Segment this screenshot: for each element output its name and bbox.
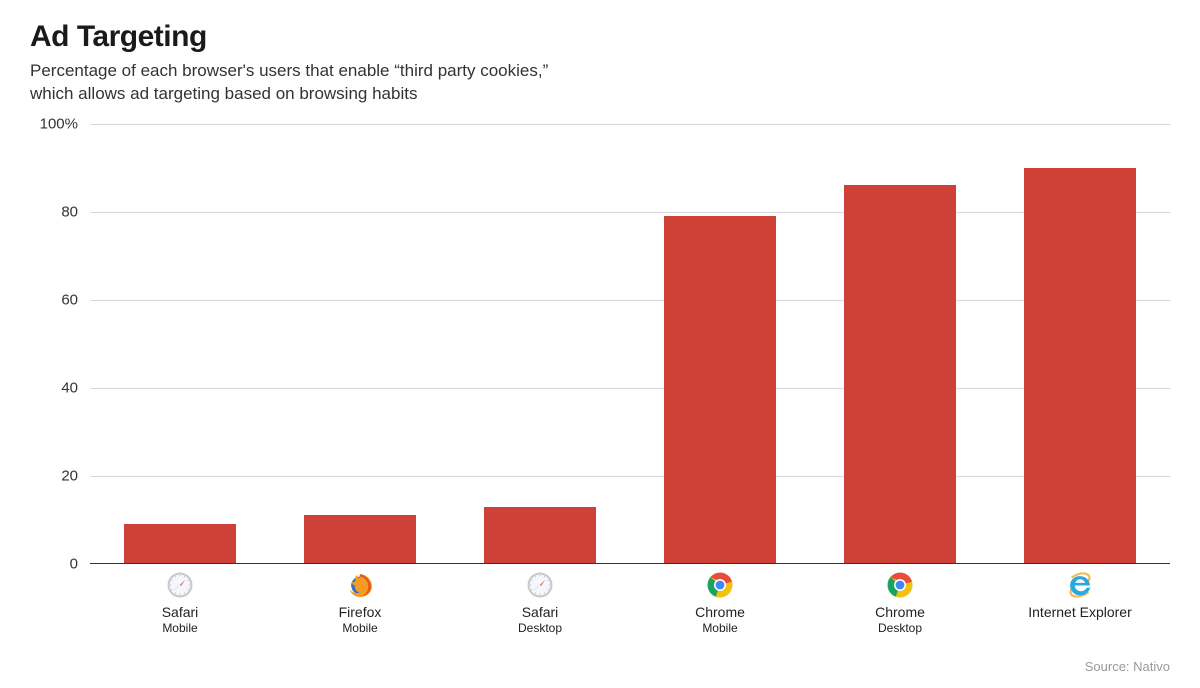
bar-slot bbox=[450, 124, 630, 564]
bar bbox=[664, 216, 776, 564]
x-tick: ChromeDesktop bbox=[810, 572, 990, 635]
safari-icon bbox=[90, 572, 270, 598]
bar bbox=[124, 524, 236, 564]
x-tick-platform: Desktop bbox=[810, 621, 990, 635]
bars-container bbox=[90, 124, 1170, 564]
subtitle-line-1: Percentage of each browser's users that … bbox=[30, 61, 548, 80]
x-axis: SafariMobile FirefoxMobile SafariDesktop bbox=[90, 572, 1170, 635]
firefox-icon bbox=[270, 572, 450, 598]
bar bbox=[484, 507, 596, 564]
x-axis-baseline bbox=[90, 563, 1170, 564]
y-tick-label: 100% bbox=[40, 115, 78, 132]
bar-chart: 020406080100% SafariMobile FirefoxMobile… bbox=[30, 124, 1170, 564]
chrome-icon bbox=[630, 572, 810, 598]
x-tick-name: Chrome bbox=[810, 604, 990, 621]
chrome-icon bbox=[810, 572, 990, 598]
y-axis: 020406080100% bbox=[30, 124, 90, 564]
x-tick: SafariDesktop bbox=[450, 572, 630, 635]
y-tick-label: 40 bbox=[61, 379, 78, 396]
x-tick-name: Chrome bbox=[630, 604, 810, 621]
x-tick: ChromeMobile bbox=[630, 572, 810, 635]
subtitle-line-2: which allows ad targeting based on brows… bbox=[30, 84, 417, 103]
ie-icon bbox=[990, 572, 1170, 598]
x-tick: SafariMobile bbox=[90, 572, 270, 635]
bar-slot bbox=[270, 124, 450, 564]
chart-title: Ad Targeting bbox=[30, 20, 1170, 54]
bar bbox=[844, 185, 956, 563]
x-tick-name: Firefox bbox=[270, 604, 450, 621]
bar bbox=[304, 515, 416, 563]
x-tick-name: Safari bbox=[90, 604, 270, 621]
source-attribution: Source: Nativo bbox=[1085, 659, 1170, 674]
chart-subtitle: Percentage of each browser's users that … bbox=[30, 60, 1170, 106]
x-tick-name: Safari bbox=[450, 604, 630, 621]
x-tick: Internet Explorer bbox=[990, 572, 1170, 635]
x-tick: FirefoxMobile bbox=[270, 572, 450, 635]
y-tick-label: 60 bbox=[61, 291, 78, 308]
y-tick-label: 20 bbox=[61, 467, 78, 484]
bar-slot bbox=[630, 124, 810, 564]
bar-slot bbox=[990, 124, 1170, 564]
bar-slot bbox=[810, 124, 990, 564]
plot-area bbox=[90, 124, 1170, 564]
x-tick-platform: Mobile bbox=[630, 621, 810, 635]
bar-slot bbox=[90, 124, 270, 564]
x-tick-platform: Desktop bbox=[450, 621, 630, 635]
x-tick-name: Internet Explorer bbox=[990, 604, 1170, 621]
y-tick-label: 80 bbox=[61, 203, 78, 220]
bar bbox=[1024, 168, 1136, 564]
x-tick-platform: Mobile bbox=[270, 621, 450, 635]
safari-icon bbox=[450, 572, 630, 598]
x-tick-platform: Mobile bbox=[90, 621, 270, 635]
y-tick-label: 0 bbox=[70, 555, 78, 572]
